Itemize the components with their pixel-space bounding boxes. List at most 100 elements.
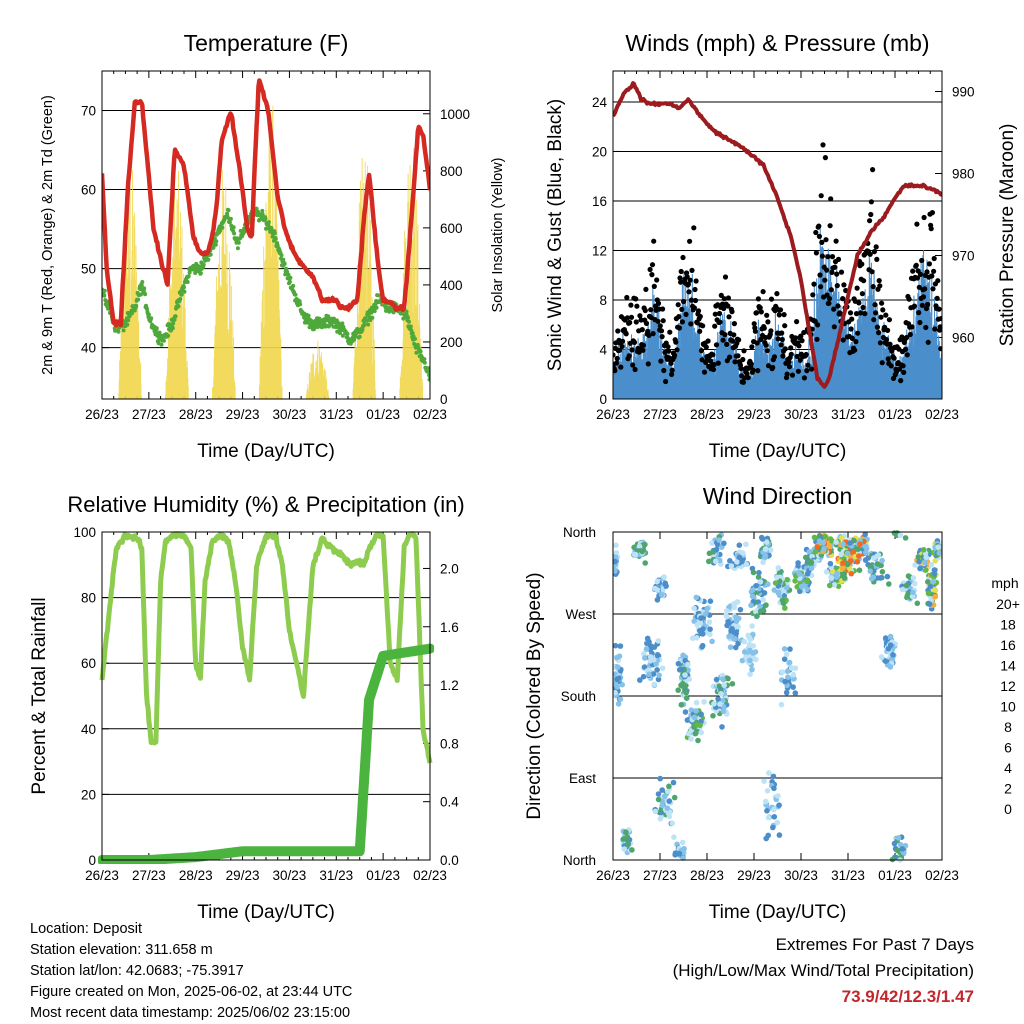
direction-point bbox=[857, 541, 863, 547]
direction-point bbox=[784, 576, 790, 583]
gust-point bbox=[755, 296, 762, 302]
direction-point bbox=[679, 839, 686, 846]
gust-point bbox=[657, 323, 663, 329]
direction-point bbox=[931, 587, 938, 593]
dewpoint-point bbox=[236, 240, 241, 245]
direction-point bbox=[827, 560, 834, 567]
gust-point bbox=[868, 211, 874, 218]
gust-point bbox=[816, 223, 822, 229]
gust-point bbox=[752, 328, 759, 334]
gust-point bbox=[847, 310, 854, 316]
dewpoint-point bbox=[166, 333, 171, 338]
direction-point bbox=[786, 659, 793, 666]
direction-point bbox=[792, 578, 798, 584]
y-tick-label: 80 bbox=[81, 591, 96, 606]
direction-point bbox=[704, 605, 711, 612]
y2-tick-label: 0.0 bbox=[440, 853, 459, 868]
gust-point bbox=[886, 317, 893, 323]
direction-point bbox=[922, 559, 928, 566]
direction-point bbox=[920, 547, 927, 553]
elevation-text: Station elevation: 311.658 m bbox=[30, 942, 213, 958]
direction-point bbox=[733, 614, 739, 620]
direction-point bbox=[739, 550, 746, 557]
direction-point bbox=[914, 600, 921, 607]
gust-point bbox=[650, 331, 656, 337]
direction-point bbox=[688, 736, 694, 742]
dewpoint-point bbox=[286, 272, 291, 277]
direction-point bbox=[902, 535, 909, 541]
dewpoint-point bbox=[225, 211, 230, 216]
direction-point bbox=[632, 551, 639, 558]
direction-point bbox=[713, 676, 720, 683]
direction-point bbox=[882, 635, 889, 641]
plot-border bbox=[612, 531, 943, 861]
gust-point bbox=[904, 352, 910, 358]
dewpoint-point bbox=[125, 322, 130, 327]
x-axis-label: Time (Day/UTC) bbox=[709, 902, 847, 923]
gust-point bbox=[937, 324, 942, 330]
direction-point bbox=[808, 559, 815, 566]
x-tick-label: 29/23 bbox=[226, 868, 260, 883]
gust-point bbox=[925, 301, 931, 308]
gust-point bbox=[676, 314, 682, 320]
gust-point bbox=[898, 378, 904, 384]
direction-point bbox=[695, 737, 701, 744]
gust-point bbox=[854, 285, 860, 291]
colorbar-label: 6 bbox=[1004, 739, 1012, 755]
dewpoint-point bbox=[422, 357, 427, 362]
direction-point bbox=[775, 793, 781, 799]
direction-point bbox=[925, 579, 931, 585]
x-tick-label: 30/23 bbox=[784, 868, 818, 883]
x-tick-label: 28/23 bbox=[179, 868, 213, 883]
gust-point bbox=[835, 256, 842, 262]
direction-point bbox=[675, 660, 682, 667]
direction-point bbox=[771, 587, 778, 593]
direction-point bbox=[659, 787, 665, 793]
direction-point bbox=[935, 544, 942, 550]
precipitation-series bbox=[98, 643, 434, 864]
gust-point bbox=[919, 257, 925, 264]
direction-point bbox=[659, 665, 666, 671]
gust-point bbox=[718, 292, 724, 298]
direction-point bbox=[771, 806, 777, 813]
y-tick-label: 40 bbox=[81, 341, 96, 356]
direction-point bbox=[760, 608, 767, 614]
gust-point bbox=[848, 326, 854, 332]
gust-point bbox=[629, 347, 635, 353]
direction-point bbox=[771, 785, 777, 792]
plot-border bbox=[612, 70, 943, 400]
direction-point bbox=[693, 635, 700, 641]
dewpoint-point bbox=[376, 293, 381, 298]
direction-point bbox=[808, 565, 815, 572]
dewpoint-point bbox=[178, 297, 183, 301]
y2-tick-label: 400 bbox=[440, 278, 463, 293]
dewpoint-point bbox=[159, 342, 164, 347]
colorbar-title: mph bbox=[991, 575, 1018, 591]
gust-point bbox=[697, 313, 703, 320]
direction-point bbox=[841, 575, 848, 581]
dewpoint-point bbox=[176, 304, 181, 309]
gust-point bbox=[896, 346, 902, 352]
gust-point bbox=[777, 307, 784, 313]
dewpoint-point bbox=[260, 208, 265, 213]
gust-point bbox=[761, 325, 767, 331]
x-tick-label: 31/23 bbox=[831, 868, 865, 883]
gust-point bbox=[917, 319, 923, 326]
direction-point bbox=[749, 666, 755, 673]
direction-point bbox=[901, 850, 907, 856]
temperature-2m-series bbox=[102, 78, 430, 328]
gust-point bbox=[618, 364, 624, 370]
direction-point bbox=[727, 644, 734, 650]
gust-point bbox=[841, 282, 847, 288]
dewpoint-point bbox=[213, 242, 218, 247]
gust-point bbox=[661, 367, 667, 374]
gust-point bbox=[849, 335, 855, 341]
gust-series bbox=[613, 142, 942, 385]
dewpoint-point bbox=[408, 324, 413, 329]
gust-point bbox=[784, 371, 790, 377]
dewpoint-point bbox=[161, 338, 166, 343]
gust-point bbox=[738, 365, 744, 372]
x-axis-label: Time (Day/UTC) bbox=[197, 441, 335, 462]
gust-point bbox=[879, 300, 885, 306]
chart-title: Winds (mph) & Pressure (mb) bbox=[625, 30, 929, 56]
